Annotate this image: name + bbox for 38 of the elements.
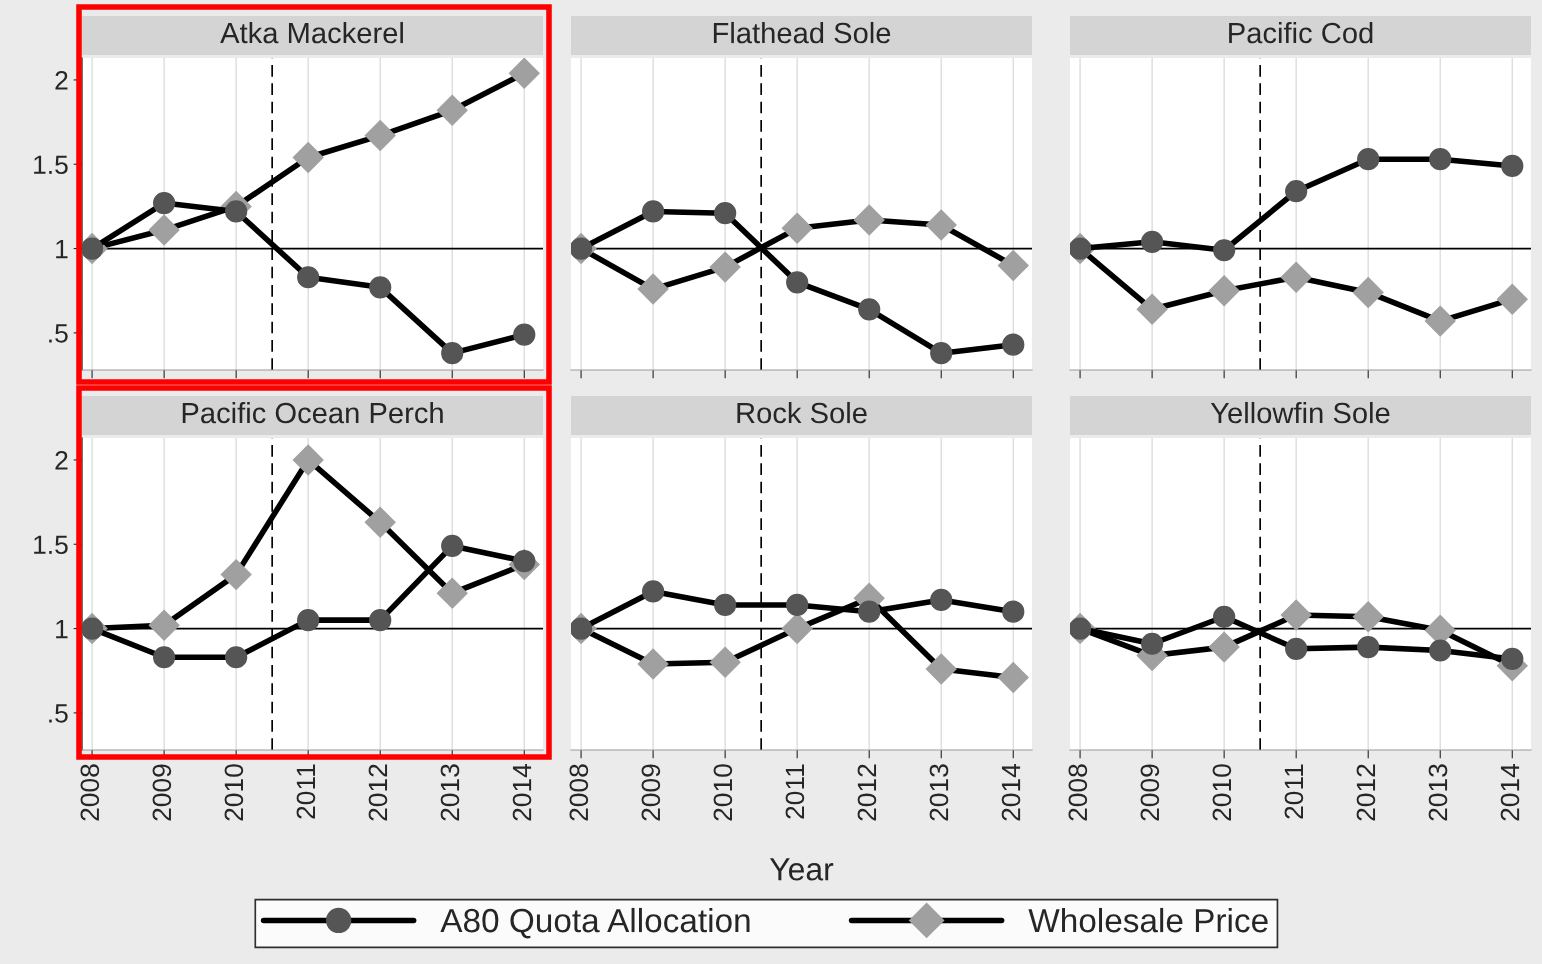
x-tick-label: 2012 (368, 764, 388, 821)
x-tick-label: 2009 (641, 764, 661, 821)
chart-title: Yellowfin Sole (1210, 401, 1390, 424)
chart-title: Rock Sole (737, 401, 867, 424)
x-tick-label: 2010 (224, 764, 244, 821)
x-tick-label: 2010 (713, 764, 733, 821)
legend-label: Wholesale Price (1028, 907, 1268, 933)
x-tick-label: 2009 (152, 764, 172, 821)
y-tick-label: 2 (55, 451, 68, 470)
x-tick-label: 2008 (80, 764, 100, 821)
y-tick-label: 1.5 (34, 155, 68, 175)
y-tick-label: 2 (55, 71, 68, 90)
y-tick-label: 1.5 (34, 535, 68, 555)
x-tick-label: 2012 (1356, 764, 1376, 821)
x-tick-label: 2010 (1212, 764, 1232, 821)
chart-title: Pacific Ocean Perch (182, 401, 443, 424)
y-tick-label: 1 (56, 619, 68, 639)
x-tick-label: 2008 (569, 764, 589, 821)
x-tick-label: 2014 (512, 763, 532, 821)
chart-title: Flathead Sole (713, 21, 891, 44)
chart-title: Atka Mackerel (220, 21, 403, 44)
x-tick-label: 2014 (1500, 763, 1520, 821)
x-tick-label: 2011 (785, 764, 805, 819)
chart-title: Pacific Cod (1229, 21, 1373, 44)
y-tick-label: .5 (49, 324, 68, 343)
x-tick-label: 2009 (1140, 764, 1160, 821)
y-tick-label: 1 (56, 239, 68, 259)
x-tick-label: 2011 (1284, 764, 1304, 819)
legend-label: A80 Quota Allocation (440, 907, 750, 939)
x-tick-label: 2013 (929, 764, 949, 821)
x-axis-title: Year (769, 858, 834, 881)
x-tick-label: 2013 (1428, 764, 1448, 821)
x-tick-label: 2013 (440, 764, 460, 821)
x-tick-label: 2011 (296, 764, 316, 819)
x-tick-label: 2014 (1001, 763, 1021, 821)
y-tick-label: .5 (49, 704, 68, 723)
x-tick-label: 2012 (857, 764, 877, 821)
x-tick-label: 2008 (1068, 764, 1088, 821)
